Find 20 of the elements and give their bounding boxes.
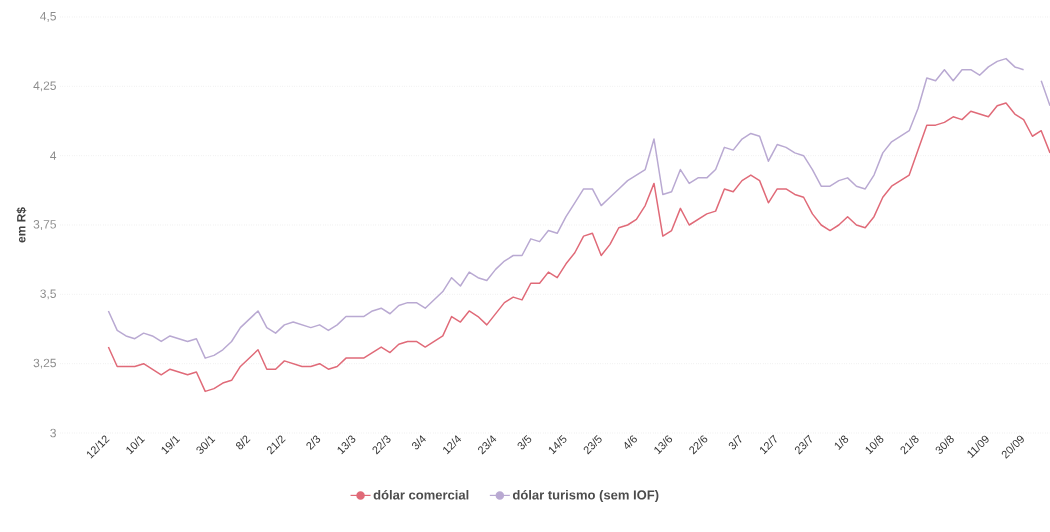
y-tick-label: 3 <box>50 428 56 438</box>
y-tick-label: 4,5 <box>40 12 56 22</box>
x-tick-label: 8/2 <box>235 435 251 450</box>
legend-label: dólar turismo (sem IOF) <box>512 489 659 503</box>
y-tick-label: 4,25 <box>33 81 56 92</box>
x-tick-label: 30/1 <box>196 436 216 454</box>
x-tick-label: 19/1 <box>161 436 181 455</box>
x-tick-label: 1/8 <box>834 435 849 450</box>
y-axis-title: em R$ <box>16 207 27 243</box>
x-tick-label: 2/3 <box>306 435 321 451</box>
legend-label: dólar comercial <box>373 489 469 500</box>
y-tick-label: 3,75 <box>33 220 56 230</box>
y-tick-label: 3,5 <box>40 289 56 300</box>
x-tick-label: 3/5 <box>517 434 532 450</box>
x-tick-label: 3/4 <box>411 435 426 450</box>
x-tick-label: 10/1 <box>126 436 145 455</box>
y-tick-label: 3,25 <box>33 358 56 369</box>
y-tick-label: 4 <box>50 151 57 160</box>
x-tick-label: 3/7 <box>728 434 742 450</box>
x-tick-label: 4/6 <box>624 435 637 450</box>
